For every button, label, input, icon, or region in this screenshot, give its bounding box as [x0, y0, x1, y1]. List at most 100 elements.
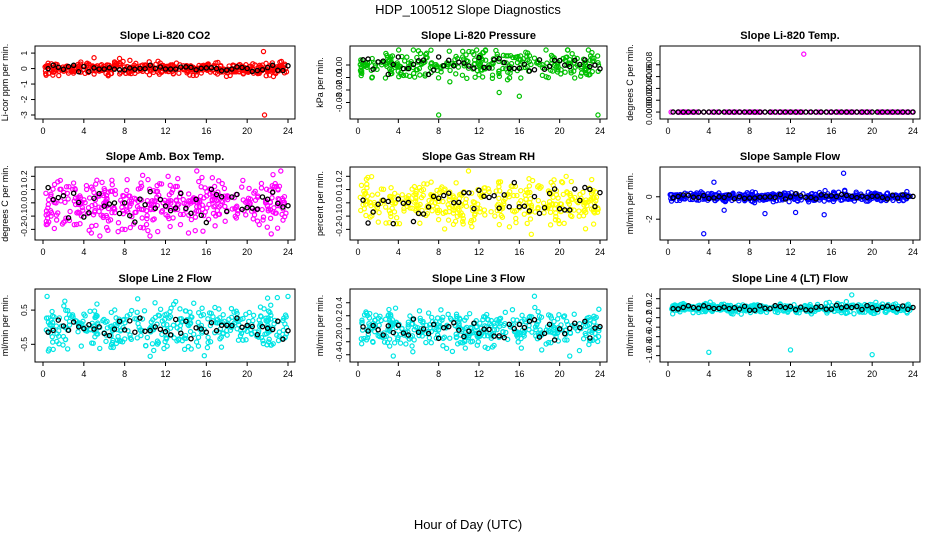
y-axis-label: ml/min per min. — [0, 295, 10, 357]
hourly-point — [787, 303, 794, 310]
data-point — [144, 334, 151, 341]
hourly-point — [481, 193, 487, 200]
data-point — [564, 337, 570, 343]
hourly-point — [818, 303, 824, 310]
x-tick-label: 4 — [706, 126, 711, 136]
data-point — [134, 203, 141, 210]
data-point — [506, 75, 513, 81]
data-point — [119, 204, 125, 211]
hourly-point — [476, 54, 482, 61]
data-point — [121, 316, 127, 323]
hourly-point — [400, 65, 407, 72]
data-point — [439, 317, 445, 323]
hourly-point — [854, 194, 860, 201]
data-point — [193, 208, 200, 214]
data-point — [110, 337, 116, 344]
hourly-point — [731, 304, 738, 311]
data-point — [138, 332, 144, 339]
hourly-point — [380, 332, 386, 338]
data-point — [163, 336, 170, 342]
hourly-point — [229, 322, 235, 329]
hourly-point — [70, 190, 77, 196]
hourly-point — [501, 59, 507, 66]
hourly-point — [792, 306, 799, 313]
hourly-point — [833, 109, 840, 115]
x-tick-label: 24 — [908, 369, 918, 379]
x-tick-label: 16 — [514, 247, 524, 257]
hourly-point — [752, 307, 758, 313]
hourly-point — [864, 302, 870, 309]
data-point — [571, 311, 577, 317]
data-point — [555, 67, 561, 73]
data-point — [496, 316, 503, 322]
hourly-point — [244, 204, 250, 211]
data-point — [518, 75, 524, 81]
data-point — [373, 312, 379, 318]
hourly-point — [198, 326, 204, 332]
data-point — [511, 192, 517, 199]
data-point — [203, 193, 210, 199]
data-point — [409, 205, 415, 211]
data-point — [260, 337, 266, 344]
data-point — [397, 340, 404, 346]
data-point — [99, 179, 105, 186]
hourly-point — [531, 67, 538, 73]
data-point-outlier — [801, 51, 807, 57]
hourly-point — [466, 190, 472, 196]
hourly-point — [690, 109, 697, 115]
data-point — [596, 306, 602, 312]
data-point — [138, 63, 144, 69]
data-point — [550, 330, 556, 336]
hourly-point — [213, 191, 220, 198]
data-point — [275, 187, 281, 193]
data-point — [141, 308, 148, 314]
data-point — [125, 328, 131, 334]
data-point — [271, 321, 277, 327]
hourly-point — [486, 326, 492, 333]
data-point — [218, 344, 225, 350]
data-point — [170, 215, 176, 221]
data-point — [92, 201, 98, 208]
hourly-point — [435, 195, 442, 201]
hourly-point — [597, 323, 603, 330]
hourly-point — [803, 307, 809, 313]
data-point — [521, 211, 527, 217]
hourly-point — [561, 330, 568, 337]
data-point — [367, 323, 373, 329]
hourly-point — [561, 62, 568, 68]
data-point — [123, 207, 130, 213]
hourly-point — [132, 66, 138, 72]
x-tick-label: 4 — [396, 369, 401, 379]
data-point — [515, 53, 521, 60]
data-point — [376, 209, 382, 216]
hourly-point — [198, 65, 204, 72]
data-point — [786, 199, 792, 205]
data-point — [76, 65, 82, 72]
hourly-point — [451, 63, 457, 69]
hourly-point — [147, 327, 153, 334]
y-axis-label: kPa per min. — [315, 57, 325, 108]
data-point — [217, 336, 223, 342]
data-point — [441, 226, 448, 232]
hourly-point — [203, 329, 210, 335]
data-point — [457, 339, 464, 346]
data-point — [359, 70, 365, 76]
data-point — [435, 216, 442, 223]
hourly-point — [91, 326, 97, 332]
hourly-point — [121, 327, 128, 333]
hourly-point — [869, 193, 875, 200]
data-point — [447, 79, 453, 85]
data-point — [513, 215, 519, 222]
data-point — [231, 309, 237, 315]
hourly-point — [511, 325, 518, 332]
hourly-point — [762, 305, 768, 312]
hourly-point — [797, 304, 804, 310]
data-point — [453, 180, 459, 186]
data-point — [429, 319, 436, 325]
data-point — [454, 213, 461, 220]
hourly-point — [239, 64, 245, 71]
data-point — [408, 61, 414, 67]
hourly-point — [275, 67, 281, 74]
hourly-point — [797, 192, 804, 199]
data-point — [201, 212, 207, 219]
